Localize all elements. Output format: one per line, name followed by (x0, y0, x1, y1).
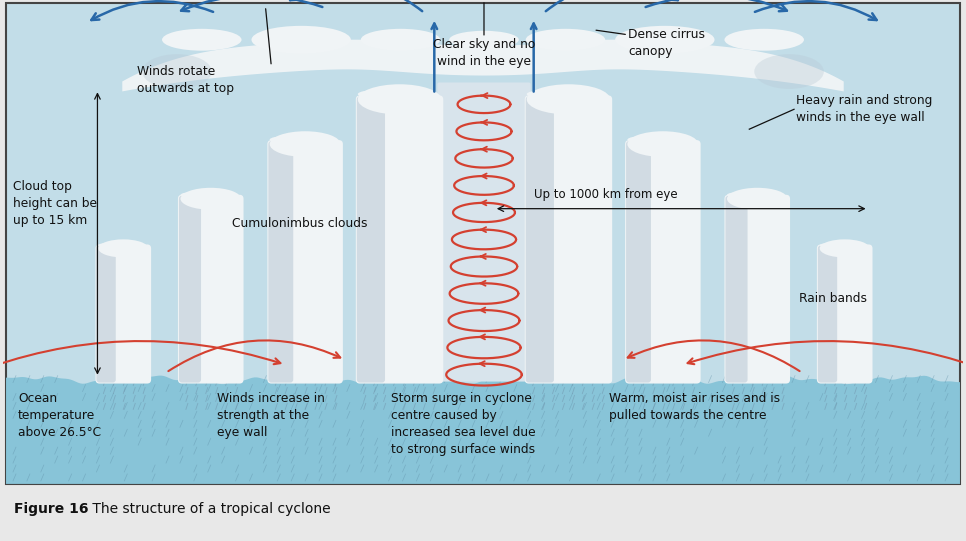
FancyBboxPatch shape (438, 82, 530, 381)
Ellipse shape (122, 243, 144, 248)
Text: Winds rotate
outwards at top: Winds rotate outwards at top (137, 64, 234, 95)
Text: Clear sky and no
wind in the eye: Clear sky and no wind in the eye (433, 38, 535, 68)
Ellipse shape (210, 193, 236, 198)
FancyArrowPatch shape (754, 1, 877, 20)
FancyBboxPatch shape (178, 195, 243, 384)
Ellipse shape (449, 31, 519, 49)
Ellipse shape (727, 188, 787, 210)
Polygon shape (123, 39, 843, 91)
FancyArrowPatch shape (546, 0, 678, 11)
FancyBboxPatch shape (817, 245, 872, 384)
FancyBboxPatch shape (724, 195, 790, 384)
FancyBboxPatch shape (268, 140, 343, 384)
FancyArrowPatch shape (645, 0, 787, 11)
Text: Cumulonimbus clouds: Cumulonimbus clouds (232, 217, 367, 230)
FancyArrowPatch shape (290, 0, 422, 11)
Ellipse shape (99, 243, 125, 248)
FancyBboxPatch shape (525, 95, 612, 384)
Ellipse shape (270, 136, 307, 143)
Ellipse shape (99, 239, 149, 258)
Ellipse shape (727, 192, 758, 198)
Text: Cloud top
height can be
up to 15 km: Cloud top height can be up to 15 km (13, 180, 97, 227)
Ellipse shape (566, 91, 602, 98)
FancyArrowPatch shape (432, 23, 437, 91)
Text: Up to 1000 km from eye: Up to 1000 km from eye (533, 188, 677, 201)
Ellipse shape (724, 29, 804, 51)
Ellipse shape (360, 29, 440, 51)
FancyArrowPatch shape (168, 340, 340, 371)
FancyBboxPatch shape (626, 141, 651, 382)
FancyBboxPatch shape (269, 141, 294, 382)
FancyArrowPatch shape (531, 23, 536, 91)
FancyArrowPatch shape (181, 0, 323, 11)
Ellipse shape (181, 192, 213, 198)
FancyArrowPatch shape (628, 340, 800, 371)
Ellipse shape (357, 84, 441, 115)
Ellipse shape (820, 239, 869, 258)
Ellipse shape (755, 193, 781, 198)
Polygon shape (6, 375, 960, 484)
Ellipse shape (270, 131, 341, 157)
FancyBboxPatch shape (179, 196, 201, 382)
Ellipse shape (162, 29, 242, 51)
Text: Figure 16: Figure 16 (14, 502, 89, 516)
Ellipse shape (627, 131, 698, 157)
FancyArrowPatch shape (688, 341, 966, 374)
FancyBboxPatch shape (526, 96, 554, 382)
Ellipse shape (251, 26, 351, 54)
Ellipse shape (820, 243, 846, 248)
Ellipse shape (398, 91, 434, 98)
FancyBboxPatch shape (725, 196, 748, 382)
Ellipse shape (142, 54, 212, 89)
Text: Winds increase in
strength at the
eye wall: Winds increase in strength at the eye wa… (216, 392, 325, 439)
Ellipse shape (754, 54, 824, 89)
Text: Rain bands: Rain bands (799, 292, 867, 305)
Ellipse shape (615, 26, 715, 54)
Ellipse shape (526, 29, 606, 51)
Text: Heavy rain and strong
winds in the eye wall: Heavy rain and strong winds in the eye w… (796, 94, 932, 124)
Text: Ocean
temperature
above 26.5°C: Ocean temperature above 26.5°C (18, 392, 101, 439)
Ellipse shape (526, 84, 611, 115)
Text: Dense cirrus
canopy: Dense cirrus canopy (628, 28, 705, 58)
Ellipse shape (526, 90, 571, 98)
FancyBboxPatch shape (356, 96, 385, 382)
Ellipse shape (661, 137, 692, 143)
FancyBboxPatch shape (625, 140, 700, 384)
Ellipse shape (627, 136, 665, 143)
FancyArrowPatch shape (0, 341, 280, 374)
Text: Warm, moist air rises and is
pulled towards the centre: Warm, moist air rises and is pulled towa… (610, 392, 781, 421)
FancyBboxPatch shape (96, 245, 151, 384)
Ellipse shape (357, 90, 402, 98)
Ellipse shape (843, 243, 865, 248)
Text: Storm surge in cyclone
centre caused by
increased sea level due
to strong surfac: Storm surge in cyclone centre caused by … (390, 392, 535, 456)
FancyBboxPatch shape (818, 246, 838, 382)
Text: The structure of a tropical cyclone: The structure of a tropical cyclone (88, 502, 330, 516)
Ellipse shape (181, 188, 241, 210)
FancyBboxPatch shape (355, 95, 443, 384)
Ellipse shape (303, 137, 334, 143)
FancyBboxPatch shape (97, 246, 116, 382)
FancyArrowPatch shape (92, 1, 213, 20)
